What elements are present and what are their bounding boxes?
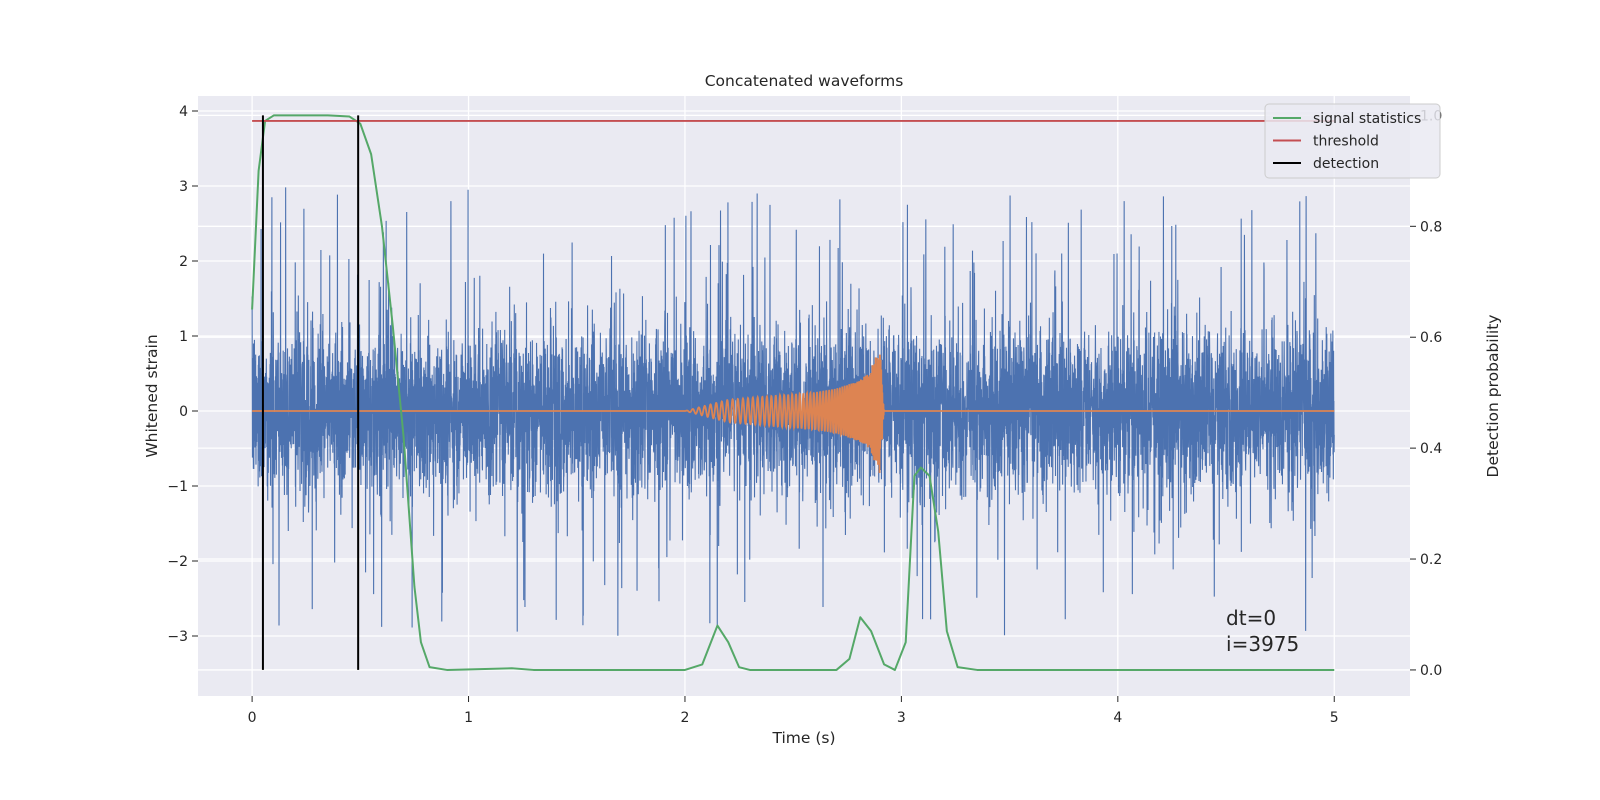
y-axis-left-label: Whitened strain xyxy=(143,334,161,457)
x-tick-label: 2 xyxy=(681,710,690,726)
y-left-tick-label: −2 xyxy=(167,554,188,570)
plot-content xyxy=(251,114,1335,671)
x-axis-label: Time (s) xyxy=(771,729,835,747)
y-left-tick-label: −1 xyxy=(167,479,188,495)
y-left-tick-label: 0 xyxy=(179,404,188,420)
y-right-tick-label: 0.8 xyxy=(1420,219,1442,235)
x-tick-label: 1 xyxy=(464,710,473,726)
y-right-tick-label: 0.6 xyxy=(1420,330,1442,346)
x-tick-label: 4 xyxy=(1113,710,1122,726)
x-tick-label: 3 xyxy=(897,710,906,726)
legend-label: detection xyxy=(1313,156,1379,172)
y-left-tick-label: −3 xyxy=(167,629,188,645)
annotation-text: i=3975 xyxy=(1226,632,1299,656)
legend: signal statistics threshold detection xyxy=(1264,103,1441,179)
chart-title: Concatenated waveforms xyxy=(705,72,904,90)
y-right-tick-label: 0.4 xyxy=(1420,441,1442,457)
injected-signal-line xyxy=(252,354,1335,473)
y-axis-right-label: Detection probability xyxy=(1484,315,1502,478)
y-left-tick-label: 1 xyxy=(179,329,188,345)
legend-label: signal statistics xyxy=(1313,111,1421,127)
y-left-tick-label: 4 xyxy=(179,104,188,120)
x-tick-label: 5 xyxy=(1330,710,1339,726)
annotations: dt=0i=3975 xyxy=(1226,606,1299,656)
y-left-tick-label: 3 xyxy=(179,179,188,195)
y-right-tick-label: 0.0 xyxy=(1420,663,1442,679)
signal-statistics-line xyxy=(251,114,1335,671)
y-right-tick-label: 0.2 xyxy=(1420,552,1442,568)
legend-box xyxy=(1264,103,1441,179)
legend-label: threshold xyxy=(1313,134,1379,150)
x-tick-label: 0 xyxy=(248,710,257,726)
annotation-text: dt=0 xyxy=(1226,606,1276,630)
y-left-tick-label: 2 xyxy=(179,254,188,270)
